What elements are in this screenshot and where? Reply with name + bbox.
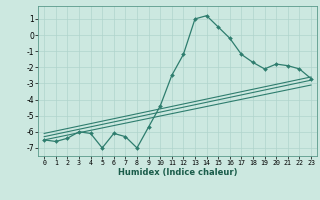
X-axis label: Humidex (Indice chaleur): Humidex (Indice chaleur) — [118, 168, 237, 177]
